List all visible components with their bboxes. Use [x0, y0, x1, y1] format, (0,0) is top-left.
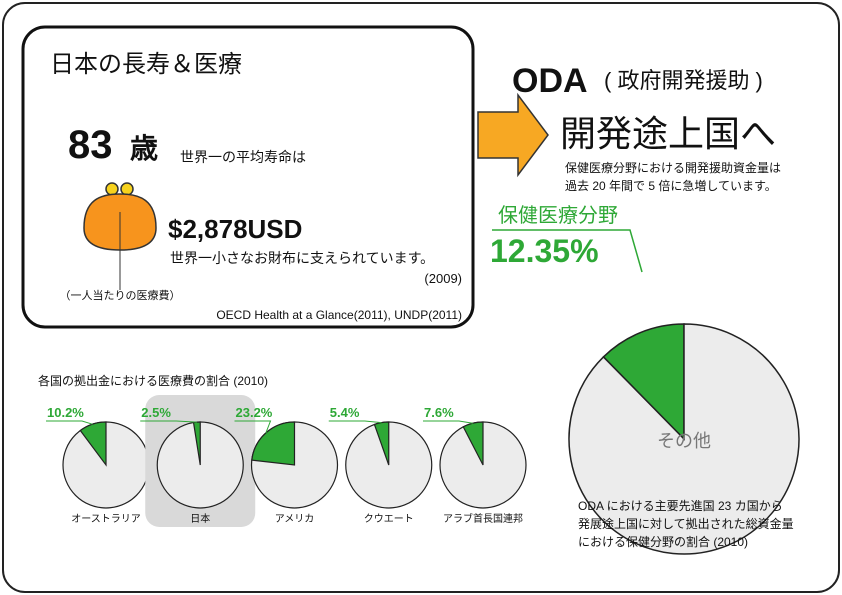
- slice-value-label: 12.35%: [490, 233, 599, 269]
- pie-caption: ODA における主要先進国 23 カ国から: [578, 499, 783, 513]
- spending: $2,878USD: [168, 214, 302, 244]
- oda-description: 過去 20 年間で 5 倍に急増しています。: [565, 178, 777, 193]
- age: 83: [68, 123, 113, 167]
- category-label: アラブ首長国連邦: [443, 512, 523, 525]
- callout-line: [234, 420, 272, 434]
- category-label: オーストラリア: [71, 513, 141, 525]
- oda-headline: 開発途上国へ: [560, 113, 776, 154]
- value-label: 2.5%: [141, 405, 171, 420]
- age-caption: 世界一の平均寿命は: [180, 149, 306, 165]
- category-label: 日本: [190, 512, 210, 525]
- callout-line: [423, 420, 473, 424]
- pie-slice: [602, 323, 685, 441]
- wallet-label: （一人当たりの医療費）: [60, 288, 181, 302]
- spending-caption: 世界一小さなお財布に支えられています。: [170, 250, 434, 266]
- value-label: 5.4%: [330, 405, 360, 420]
- chart-title: 各国の拠出金における医療費の割合 (2010): [38, 373, 268, 388]
- source: OECD Health at a Glance(2011), UNDP(2011…: [216, 308, 462, 322]
- slice-label: 保健医療分野: [498, 204, 618, 227]
- category-label: アメリカ: [275, 513, 315, 525]
- arrow: [477, 92, 549, 178]
- callout-line: [492, 229, 643, 273]
- slice-label: その他: [657, 431, 711, 451]
- year: (2009): [424, 271, 462, 286]
- callout-line: [46, 420, 93, 425]
- value-label: 23.2%: [236, 405, 273, 420]
- category-label: クウエート: [364, 513, 414, 525]
- value-label: 7.6%: [424, 405, 454, 420]
- age-unit: 歳: [130, 133, 158, 164]
- pie-caption: における保健分野の割合 (2010): [578, 534, 748, 549]
- pie-caption: 発展途上国に対して拠出された総資金量: [578, 516, 794, 531]
- pie-slice: [79, 421, 107, 467]
- pie-slice: [568, 323, 800, 555]
- wallet-icon: [83, 182, 157, 290]
- pie-slice: [373, 421, 390, 466]
- callout-line: [328, 420, 382, 424]
- oda-title: ODA: [512, 62, 588, 100]
- value-label: 10.2%: [47, 405, 84, 420]
- panel-title: 日本の長寿＆医療: [50, 51, 242, 78]
- oda-description: 保健医療分野における開発援助資金量は: [565, 160, 781, 175]
- callout-line: [140, 420, 197, 423]
- japan-panel: [21, 25, 475, 329]
- oda-title-paren: ( 政府開発援助 ): [604, 68, 763, 93]
